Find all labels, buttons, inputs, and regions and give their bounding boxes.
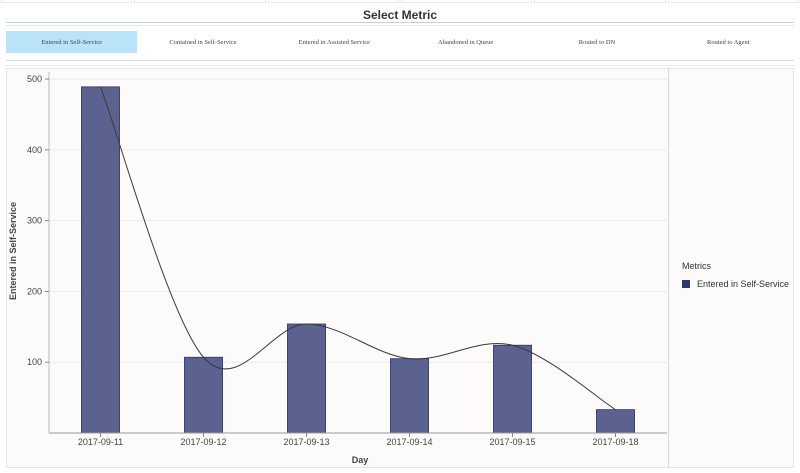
y-tick-label: 200 — [27, 286, 42, 296]
legend-title: Metrics — [682, 261, 711, 271]
metric-selector: Entered in Self-Service Contained in Sel… — [6, 31, 794, 53]
legend-item-label: Entered in Self-Service — [697, 279, 790, 289]
divider — [6, 65, 794, 66]
trend-line — [100, 86, 616, 411]
top-tab-strip-segment — [667, 0, 799, 3]
x-tick-label: 2017-09-15 — [489, 437, 535, 447]
bar-2017-09-14[interactable] — [390, 358, 429, 434]
axes — [48, 72, 667, 434]
bars — [81, 86, 635, 434]
metric-button-contained-self-service[interactable]: Contained in Self-Service — [169, 38, 237, 46]
top-tab-strip-segment — [1, 0, 133, 3]
top-tab-strip-segment — [534, 0, 666, 3]
bar-2017-09-15[interactable] — [493, 344, 532, 434]
x-tick-label: 2017-09-12 — [180, 437, 226, 447]
top-tab-strip — [0, 0, 800, 4]
metric-button-entered-self-service[interactable]: Entered in Self-Service — [6, 31, 138, 53]
top-tab-strip-segment — [400, 0, 533, 3]
legend-item[interactable]: Entered in Self-Service — [682, 279, 789, 289]
page-title: Select Metric — [362, 8, 438, 22]
y-tick-label: 100 — [27, 357, 42, 367]
x-tick-labels: 2017-09-11 2017-09-12 2017-09-13 2017-09-14… — [78, 433, 639, 447]
metric-button-routed-dn[interactable]: Routed to DN — [578, 38, 616, 46]
y-tick-label: 400 — [27, 145, 42, 155]
x-tick-label: 2017-09-13 — [283, 437, 329, 447]
grid-lines — [49, 78, 667, 363]
x-tick-label: 2017-09-18 — [592, 437, 638, 447]
divider — [6, 60, 794, 61]
x-tick-label: 2017-09-14 — [386, 437, 432, 447]
metric-button-routed-agent[interactable]: Routed to Agent — [707, 38, 750, 46]
y-axis-label: Entered in Self-Service — [8, 202, 18, 300]
divider — [6, 22, 794, 23]
bar-2017-09-18[interactable] — [596, 409, 635, 434]
bar-2017-09-13[interactable] — [287, 323, 326, 434]
x-axis-label: Day — [352, 455, 369, 465]
metric-button-entered-assisted-service[interactable]: Entered in Assisted Service — [298, 38, 370, 46]
top-tab-strip-segment — [134, 0, 266, 3]
legend-swatch — [682, 280, 690, 288]
y-tick-labels: 100 200 300 400 500 — [27, 74, 49, 367]
y-tick-label: 300 — [27, 216, 42, 226]
y-tick-label: 500 — [27, 74, 42, 84]
bar-2017-09-11[interactable] — [81, 86, 120, 434]
divider — [6, 25, 794, 26]
x-tick-label: 2017-09-11 — [78, 437, 123, 447]
bar-2017-09-12[interactable] — [184, 356, 223, 434]
metric-button-abandoned-queue[interactable]: Abandoned in Queue — [438, 38, 494, 46]
legend-separator — [668, 68, 669, 468]
top-tab-strip-segment — [267, 0, 399, 3]
